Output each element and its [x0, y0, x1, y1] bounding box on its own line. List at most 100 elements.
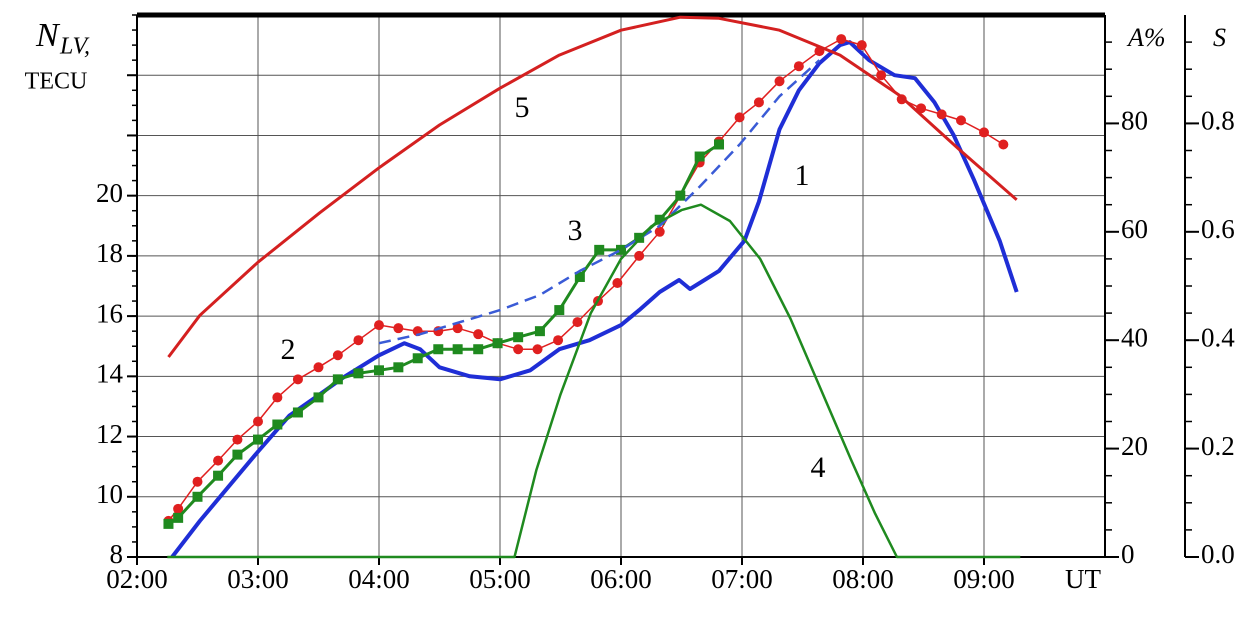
point — [532, 344, 543, 355]
point — [936, 109, 947, 120]
point — [192, 476, 203, 487]
point — [192, 491, 203, 502]
x-tick-label: 05:00 — [469, 564, 531, 594]
y3-tick-label: 0.8 — [1201, 106, 1235, 136]
point — [473, 344, 484, 355]
point — [956, 115, 967, 126]
y-tick-label: 18 — [96, 238, 123, 268]
y2-tick-label: 80 — [1121, 106, 1148, 136]
series-line — [378, 59, 821, 345]
curve-label: 3 — [568, 214, 583, 247]
point — [998, 139, 1009, 150]
y-label-symbol: N — [35, 17, 61, 54]
point — [353, 368, 364, 379]
series-line — [170, 40, 1019, 559]
point — [654, 226, 665, 237]
x-tick-label: 07:00 — [711, 564, 773, 594]
point — [173, 512, 184, 523]
x-tick-label: 02:00 — [106, 564, 168, 594]
x-tick-label: 09:00 — [953, 564, 1015, 594]
y3-tick-label: 0.0 — [1201, 539, 1235, 569]
point — [714, 139, 725, 150]
curve-label: 2 — [281, 333, 296, 366]
y-tick-label: 16 — [96, 298, 123, 328]
point — [232, 434, 243, 445]
y-tick-label: 20 — [96, 178, 123, 208]
point — [534, 326, 545, 337]
point — [753, 97, 764, 108]
point — [374, 320, 384, 331]
point — [694, 151, 705, 162]
curve-label: 4 — [811, 451, 826, 484]
point — [492, 338, 503, 349]
point — [574, 271, 585, 282]
series-line — [167, 203, 1021, 559]
y3-label: S — [1213, 23, 1226, 52]
point — [272, 419, 283, 430]
point — [292, 374, 303, 385]
y-tick-label: 10 — [96, 479, 123, 509]
y-tick-label: 8 — [110, 539, 124, 569]
point — [634, 250, 645, 261]
point — [774, 76, 785, 87]
point — [213, 455, 224, 466]
point — [163, 518, 174, 529]
point — [412, 353, 423, 364]
point — [793, 61, 804, 72]
point — [554, 305, 565, 316]
x-tick-label: 04:00 — [348, 564, 410, 594]
point — [292, 407, 303, 418]
point — [253, 434, 263, 445]
y-label-unit: TECU — [25, 69, 88, 95]
point — [433, 344, 444, 355]
y2-tick-label: 60 — [1121, 214, 1148, 244]
point — [452, 323, 463, 334]
point — [734, 112, 745, 123]
curve-label: 1 — [795, 159, 810, 192]
series-line — [167, 15, 1018, 358]
series-line — [167, 38, 1004, 522]
point — [272, 392, 283, 403]
point — [616, 244, 626, 255]
point — [313, 392, 324, 403]
x-tick-label: 03:00 — [227, 564, 289, 594]
y-tick-label: 12 — [96, 419, 123, 449]
point — [253, 416, 263, 427]
y2-tick-label: 0 — [1121, 539, 1135, 569]
point — [654, 214, 665, 225]
point — [553, 335, 564, 346]
point — [332, 350, 343, 361]
point — [393, 362, 404, 373]
x-tick-label: 06:00 — [590, 564, 652, 594]
point — [232, 449, 243, 460]
point — [675, 190, 686, 201]
point — [452, 344, 463, 355]
point — [876, 70, 887, 81]
point — [856, 40, 867, 51]
point — [173, 503, 184, 514]
series-line — [167, 143, 720, 526]
point — [213, 470, 224, 481]
point — [332, 374, 343, 385]
point — [979, 127, 989, 138]
y3-tick-label: 0.2 — [1201, 431, 1235, 461]
point — [572, 317, 583, 328]
point — [836, 34, 847, 45]
curve-label: 5 — [515, 91, 530, 124]
y2-tick-label: 20 — [1121, 431, 1148, 461]
x-tick-label: 08:00 — [832, 564, 894, 594]
point — [374, 365, 384, 376]
y2-tick-label: 40 — [1121, 322, 1148, 352]
point — [612, 277, 623, 288]
y3-tick-label: 0.6 — [1201, 214, 1235, 244]
y2-label: A% — [1126, 23, 1166, 52]
y-label-subscript: LV, — [59, 34, 90, 60]
y3-tick-label: 0.4 — [1201, 322, 1235, 352]
point — [393, 323, 404, 334]
point — [473, 329, 484, 340]
x-label: UT — [1065, 564, 1101, 594]
point — [313, 362, 324, 373]
point — [594, 244, 605, 255]
y-tick-label: 14 — [96, 359, 124, 389]
